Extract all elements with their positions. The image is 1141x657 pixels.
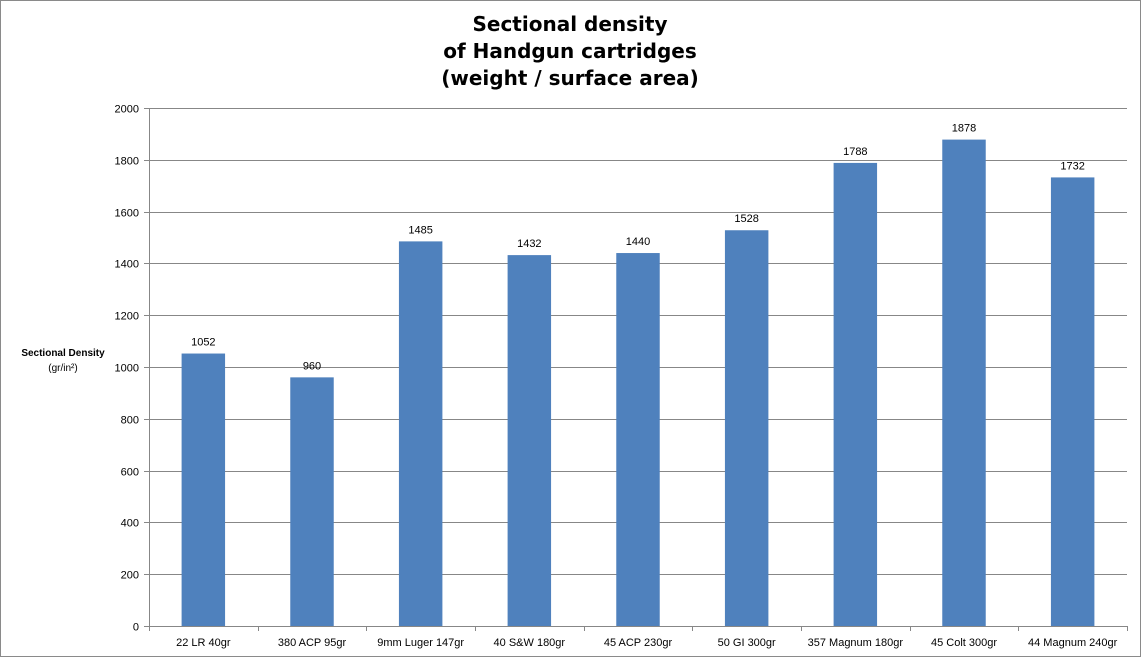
bar [181,353,226,626]
chart-title: Sectional density of Handgun cartridges … [441,12,699,90]
data-label: 960 [303,360,321,372]
y-tick-label: 1400 [115,259,139,271]
x-tick-label: 50 GI 300gr [718,637,776,649]
y-axis-label: Sectional Density [21,348,105,359]
bar [724,230,769,627]
bar [942,139,986,626]
x-tick-label: 9mm Luger 147gr [377,637,464,649]
data-label: 1052 [191,337,215,349]
bar [616,253,660,627]
y-tick-label: 400 [121,518,139,530]
y-tick-label: 0 [133,622,139,634]
y-tick-label: 1800 [115,156,139,168]
x-tick-label: 22 LR 40gr [176,637,231,649]
bar [833,162,878,626]
x-tick-label: 380 ACP 95gr [278,637,347,649]
x-tick-label: 45 Colt 300gr [931,637,997,649]
y-tick-label: 600 [121,467,139,479]
y-tick-label: 1000 [115,363,139,375]
data-label: 1440 [626,236,650,248]
y-tick-label: 200 [121,570,139,582]
x-tick-label: 44 Magnum 240gr [1028,637,1118,649]
x-tick-label: 40 S&W 180gr [494,637,566,649]
chart-title-line-1: Sectional density [472,12,667,36]
y-tick-label: 800 [121,415,139,427]
x-tick-label: 357 Magnum 180gr [808,637,904,649]
y-axis-unit-label: (gr/in²) [48,363,77,374]
bar [507,255,552,626]
data-label: 1788 [843,146,867,158]
data-label: 1485 [408,224,432,236]
axes [149,108,1127,627]
x-axis-ticks: 22 LR 40gr 380 ACP 95gr 9mm Luger 147gr 40 … [149,626,1128,649]
y-tick-label: 2000 [115,104,139,116]
chart-title-line-2: of Handgun cartridges [443,39,697,63]
data-label: 1878 [952,123,976,135]
bar [398,241,443,626]
y-axis-ticks: 0 200 400 600 800 1000 1200 1400 1600 1800 2000 [115,104,149,634]
y-tick-label: 1600 [115,208,139,220]
x-tick-label: 45 ACP 230gr [604,637,673,649]
data-label: 1732 [1060,160,1084,172]
y-tick-label: 1200 [115,311,139,323]
data-label: 1432 [517,238,541,250]
data-labels: 1052 960 1485 1432 1440 1528 1788 1878 1732 [191,123,1085,373]
bar [290,377,334,626]
y-axis-title: Sectional Density (gr/in²) [21,348,105,374]
bars [181,139,1095,627]
chart-title-line-3: (weight / surface area) [441,66,699,90]
data-label: 1528 [734,213,758,225]
bar [1050,177,1095,627]
